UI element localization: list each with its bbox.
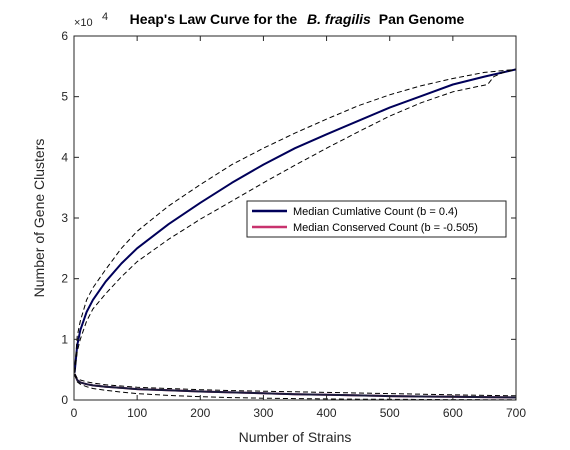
x-tick-label: 300	[253, 406, 273, 420]
x-axis-ticks: 0 100 200 300 400 500 600 700	[71, 36, 526, 420]
x-tick-label: 600	[443, 406, 463, 420]
series-line-0	[73, 68, 517, 373]
legend-label-cumulative: Median Cumlative Count (b = 0.4)	[293, 206, 458, 218]
y-axis-label: Number of Gene Clusters	[31, 139, 47, 298]
x-tick-label: 400	[317, 406, 337, 420]
series-line-6	[74, 373, 516, 401]
title-main: Heap's Law Curve for the	[130, 11, 298, 27]
legend-label-conserved: Median Conserved Count (b = -0.505)	[293, 222, 478, 234]
y-tick-label: 6	[61, 29, 68, 43]
y-exponent-power: 4	[102, 11, 108, 23]
chart-title: Heap's Law Curve for the B. fragilis Pan…	[130, 11, 465, 27]
x-tick-label: 200	[190, 406, 210, 420]
legend: Median Cumlative Count (b = 0.4) Median …	[246, 200, 507, 238]
y-tick-label: 1	[61, 332, 68, 346]
x-tick-label: 100	[127, 406, 147, 420]
title-species: B. fragilis	[307, 11, 371, 27]
y-tick-label: 4	[61, 150, 68, 164]
series-line-4	[73, 373, 517, 399]
y-exponent-base: ×10	[74, 17, 93, 29]
x-tick-label: 500	[380, 406, 400, 420]
y-axis-ticks: 0 1 2 3 4 5 6	[61, 29, 516, 407]
x-axis-label: Number of Strains	[239, 429, 352, 445]
legend-box	[246, 200, 507, 238]
y-tick-label: 3	[61, 211, 68, 225]
title-suffix: Pan Genome	[379, 11, 465, 27]
series-line-1	[74, 68, 517, 373]
x-tick-label: 700	[506, 406, 526, 420]
x-tick-label: 0	[71, 406, 78, 420]
y-tick-label: 0	[61, 393, 68, 407]
series-line-5	[74, 373, 517, 397]
series-line-2	[74, 68, 517, 373]
series-layer	[73, 68, 517, 401]
y-tick-label: 5	[61, 90, 68, 104]
y-tick-label: 2	[61, 272, 68, 286]
